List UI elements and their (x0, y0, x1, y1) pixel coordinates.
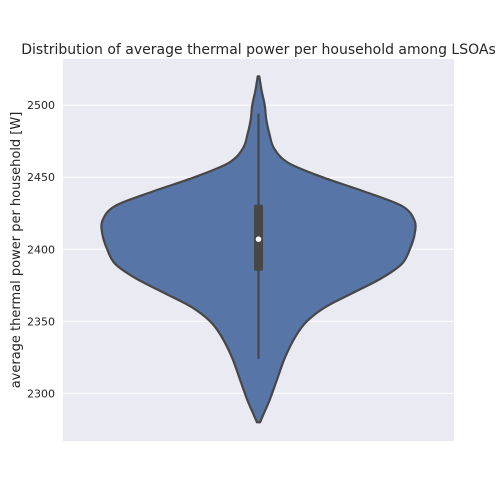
y-tick-label: 2400 (27, 243, 55, 256)
y-axis-title: average thermal power per household [W] (9, 112, 24, 389)
chart-title: Distribution of average thermal power pe… (21, 42, 496, 58)
y-axis-ticks: 2300 2350 2400 2450 2500 (27, 99, 55, 400)
y-tick-label: 2350 (27, 315, 55, 328)
y-tick-label: 2300 (27, 387, 55, 400)
violin-group (100, 75, 417, 424)
median-marker (255, 236, 262, 242)
y-tick-label: 2450 (27, 171, 55, 184)
y-tick-label: 2500 (27, 99, 55, 112)
